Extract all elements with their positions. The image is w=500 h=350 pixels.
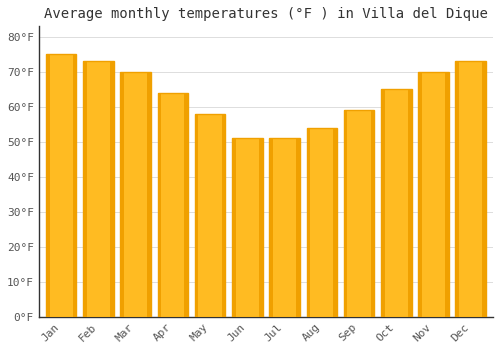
Bar — [306, 128, 337, 317]
Bar — [482, 61, 486, 317]
Bar — [270, 138, 300, 317]
Bar — [270, 138, 273, 317]
Bar — [120, 72, 151, 317]
Bar — [184, 93, 188, 317]
Title: Average monthly temperatures (°F ) in Villa del Dique: Average monthly temperatures (°F ) in Vi… — [44, 7, 488, 21]
Bar — [408, 89, 412, 317]
Bar — [259, 138, 262, 317]
Bar — [456, 61, 486, 317]
Bar — [418, 72, 422, 317]
Bar — [158, 93, 161, 317]
Bar — [110, 61, 114, 317]
Bar — [222, 114, 226, 317]
Bar — [370, 110, 374, 317]
Bar — [158, 93, 188, 317]
Bar — [445, 72, 448, 317]
Bar — [418, 72, 448, 317]
Bar — [344, 110, 374, 317]
Bar — [334, 128, 337, 317]
Bar — [195, 114, 226, 317]
Bar — [232, 138, 235, 317]
Bar — [46, 54, 50, 317]
Bar — [296, 138, 300, 317]
Bar — [195, 114, 198, 317]
Bar — [381, 89, 384, 317]
Bar — [83, 61, 114, 317]
Bar — [72, 54, 76, 317]
Bar — [306, 128, 310, 317]
Bar — [456, 61, 459, 317]
Bar — [381, 89, 412, 317]
Bar — [344, 110, 347, 317]
Bar — [46, 54, 76, 317]
Bar — [120, 72, 124, 317]
Bar — [83, 61, 87, 317]
Bar — [147, 72, 151, 317]
Bar — [232, 138, 262, 317]
